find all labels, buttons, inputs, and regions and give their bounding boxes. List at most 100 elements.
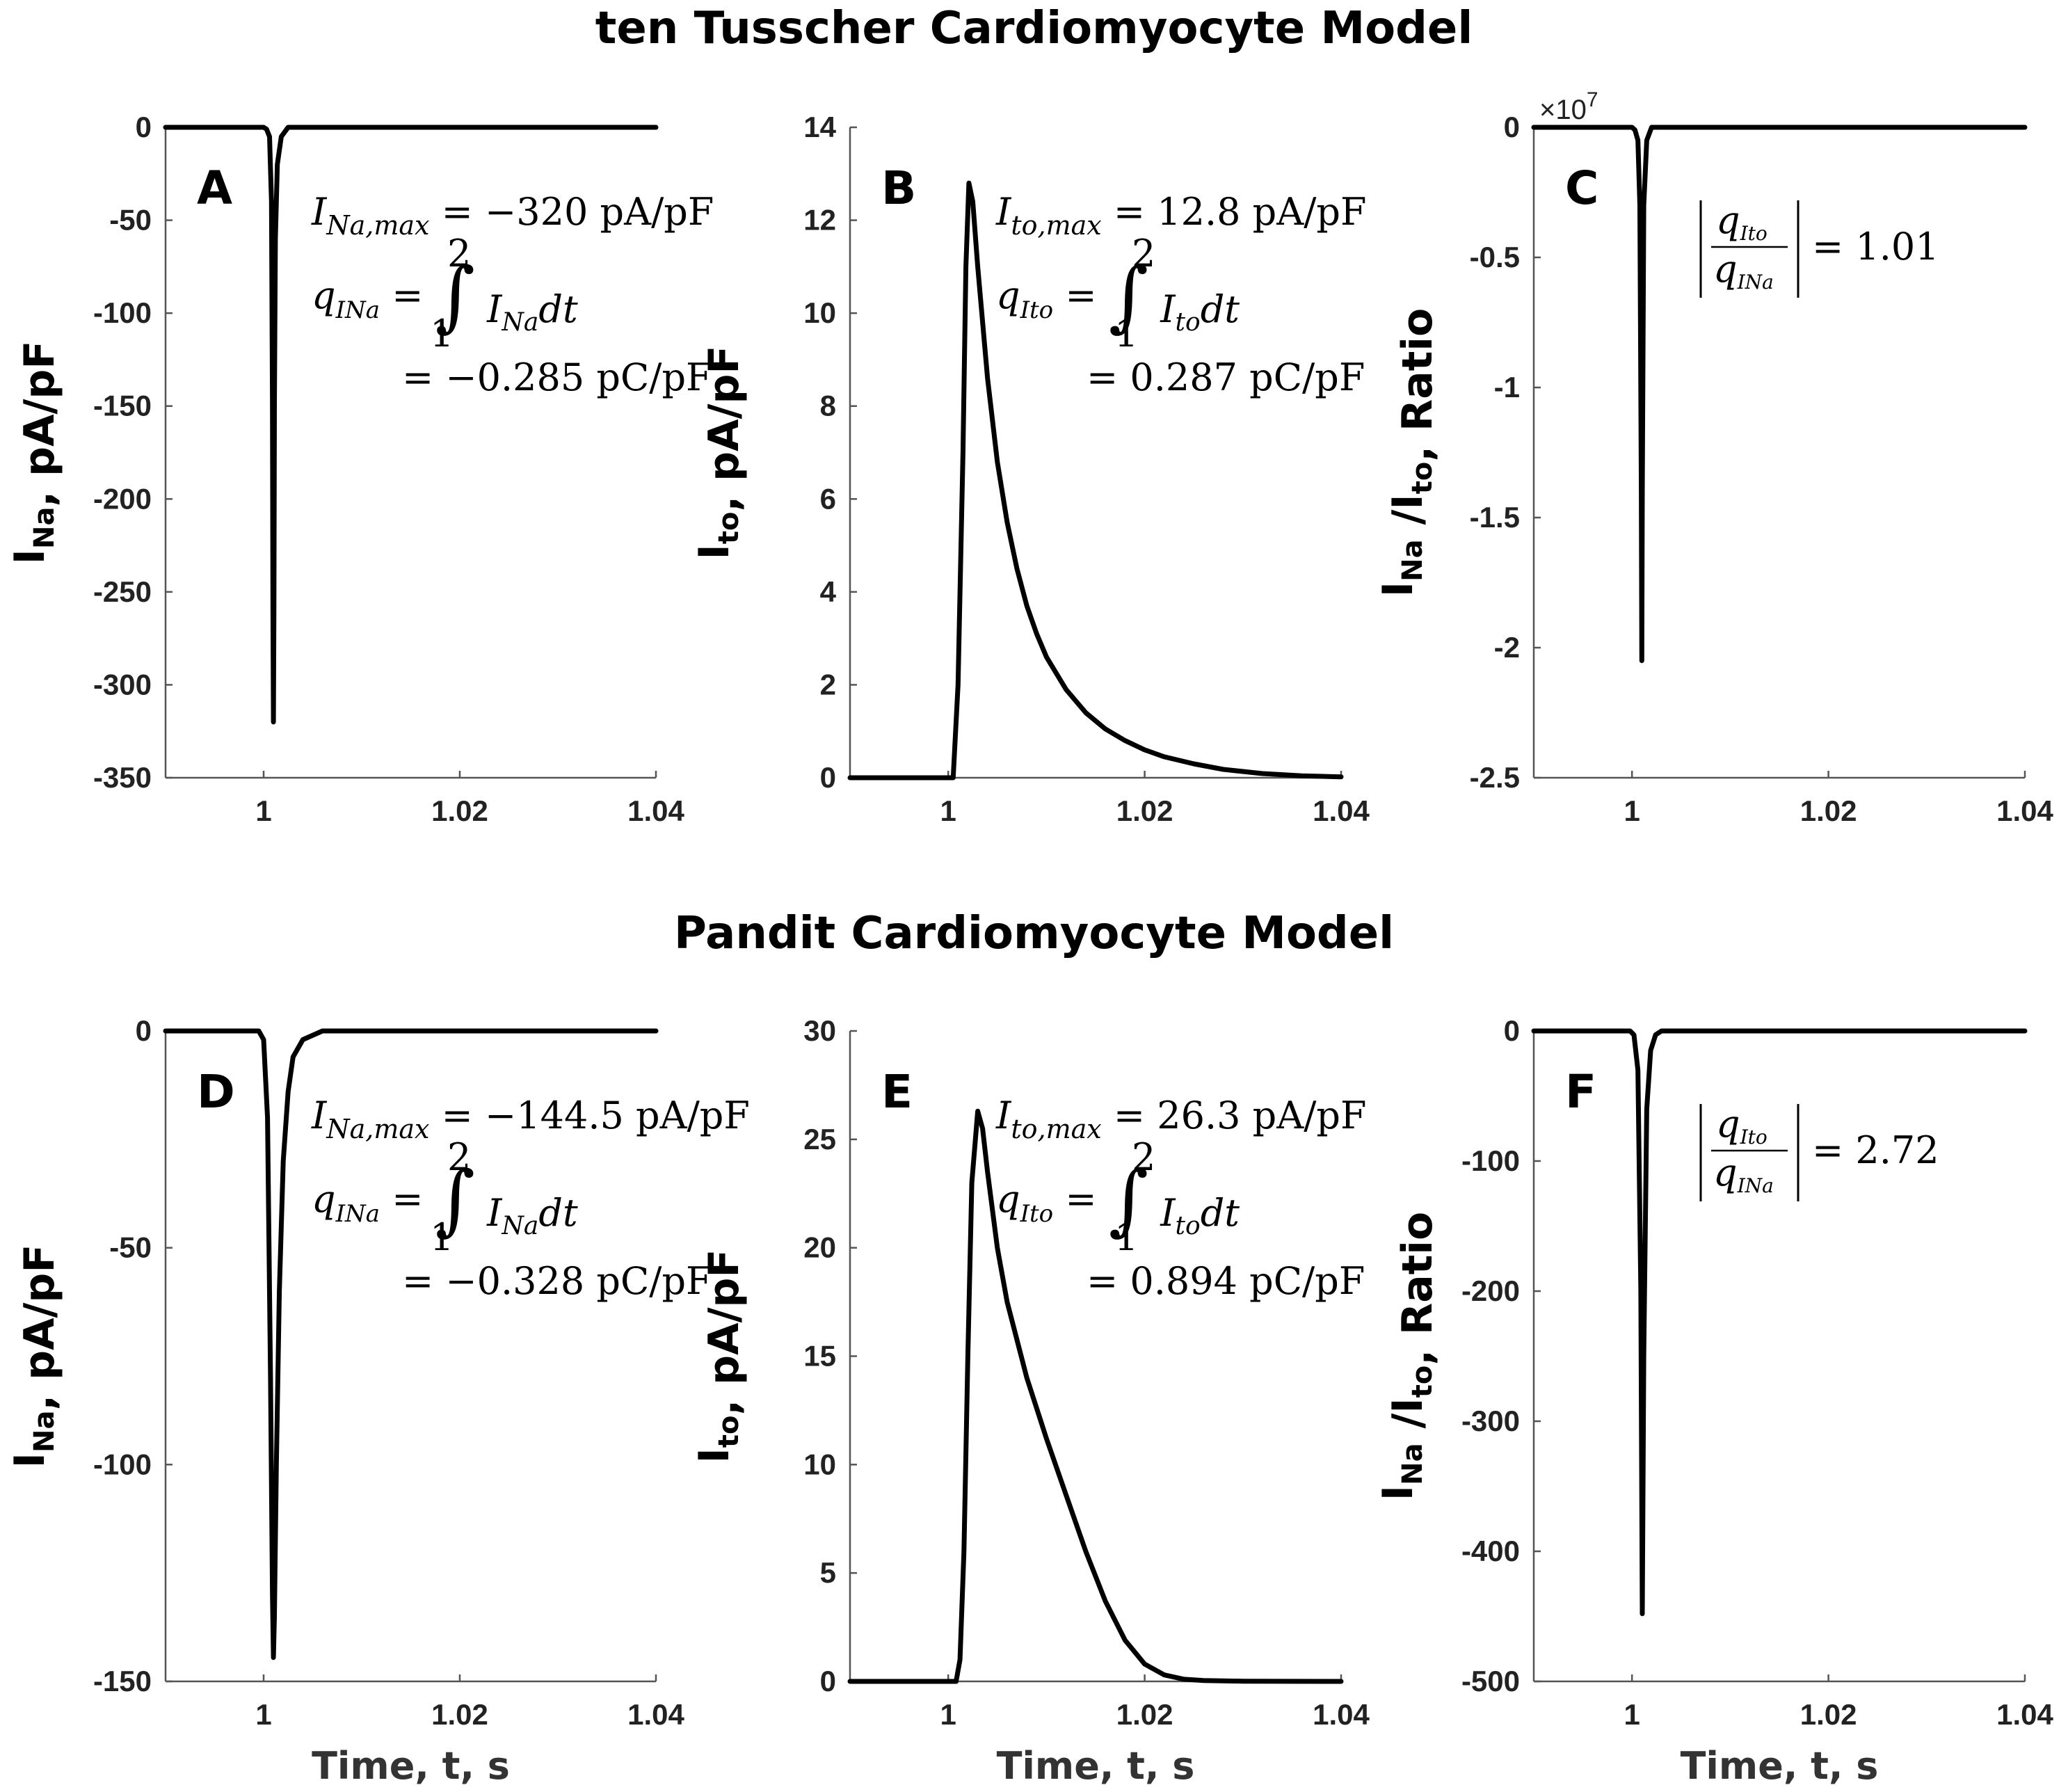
y-axis-label: INa, pA/pF	[6, 1245, 64, 1469]
y-tick-label: 0	[820, 1665, 836, 1697]
fraction-denominator: qINa	[1713, 1151, 1774, 1197]
x-tick-label: 1.02	[431, 794, 488, 827]
integral-lower-limit: 1	[1114, 312, 1138, 355]
y-tick-label: -50	[109, 1231, 152, 1264]
x-axis-label: Time, t, s	[997, 1744, 1195, 1788]
y-axis-label: Ito, pA/pF	[690, 1249, 748, 1464]
y-tick-label: -1.5	[1470, 501, 1520, 534]
panel-letter: B	[881, 161, 916, 215]
y-tick-label: -500	[1461, 1665, 1520, 1697]
y-tick-label: -100	[1461, 1144, 1520, 1177]
y-tick-label: -100	[93, 1448, 152, 1480]
y-tick-label: 15	[803, 1340, 836, 1373]
fraction-numerator: qIto	[1716, 198, 1768, 245]
annotation-charge: = −0.328 pC/pF	[402, 1259, 712, 1303]
integral-upper-limit: 2	[1132, 1135, 1155, 1179]
y-tick-label: -2.5	[1470, 761, 1520, 794]
y-axis-label: INa /Ito, Ratio	[1374, 1212, 1442, 1501]
x-tick-label: 1.02	[1800, 794, 1857, 827]
y-tick-label: 0	[1504, 111, 1520, 143]
series-line	[1531, 1028, 2028, 1617]
x-tick-label: 1	[940, 794, 956, 827]
axis-exponent-label: ×107	[1539, 88, 1598, 125]
y-tick-label: -300	[1461, 1405, 1520, 1437]
y-tick-label: 30	[803, 1014, 836, 1047]
annotation-charge: = −0.285 pC/pF	[402, 355, 712, 399]
y-tick-label: -150	[93, 390, 152, 422]
y-tick-label: 12	[803, 204, 836, 237]
y-tick-label: 0	[820, 761, 836, 794]
x-tick-label: 1	[1624, 794, 1640, 827]
series-line	[847, 180, 1344, 781]
y-tick-label: -50	[109, 204, 152, 237]
chart-panel-f: 0 -100 -200 -300 -400 -500 1 1.02 1.04 F INa /Ito,…	[1374, 1014, 2054, 1788]
figure-title-top: ten Tusscher Cardiomyocyte Model	[595, 3, 1473, 54]
y-tick-label: 2	[820, 668, 836, 701]
panel-letter: C	[1565, 161, 1598, 215]
y-tick-label: 14	[803, 111, 836, 143]
integral-lower-limit: 1	[1114, 1215, 1138, 1259]
ratio-value: = 2.72	[1812, 1128, 1939, 1172]
chart-panel-c: 0 -0.5 -1 -1.5 -2 -2.5 1 1.02 1.04 ×107 C INa /Ito,…	[1374, 88, 2054, 827]
series-line	[163, 1028, 659, 1661]
y-tick-label: 6	[820, 482, 836, 515]
y-tick-label: -150	[93, 1665, 152, 1697]
y-tick-label: 0	[136, 1014, 152, 1047]
fraction-numerator: qIto	[1716, 1102, 1768, 1149]
x-tick-label: 1	[1624, 1698, 1640, 1731]
x-tick-label: 1.04	[1996, 794, 2053, 827]
integral-lower-limit: 1	[430, 1215, 454, 1259]
y-tick-label: 20	[803, 1231, 836, 1264]
annotation-peak: INa,max = −320 pA/pF	[311, 190, 714, 241]
y-tick-label: -200	[93, 482, 152, 515]
annotation-charge: = 0.894 pC/pF	[1087, 1259, 1365, 1303]
y-tick-label: -350	[93, 761, 152, 794]
annotation-integral: qINa = ∫ INadt	[312, 251, 578, 340]
integral-lower-limit: 1	[430, 312, 454, 355]
y-axis-label: INa, pA/pF	[6, 341, 64, 565]
y-tick-label: 10	[803, 1448, 836, 1480]
y-tick-label: 4	[820, 575, 837, 608]
annotation-integral: qIto = ∫ Itodt	[996, 1155, 1240, 1244]
y-tick-label: 10	[803, 296, 836, 329]
y-axis-label: Ito, pA/pF	[690, 346, 748, 560]
x-tick-label: 1.04	[627, 794, 684, 827]
y-axis-label: INa /Ito, Ratio	[1374, 308, 1442, 597]
y-tick-label: -0.5	[1470, 241, 1520, 273]
y-tick-label: -400	[1461, 1535, 1520, 1567]
figure-title-bottom: Pandit Cardiomyocyte Model	[673, 908, 1395, 959]
y-tick-label: -1	[1494, 371, 1520, 403]
y-tick-label: 0	[136, 111, 152, 143]
panel-letter: E	[881, 1065, 913, 1119]
x-axis-label: Time, t, s	[312, 1744, 510, 1788]
panel-letter: F	[1565, 1065, 1596, 1119]
x-tick-label: 1.02	[1116, 1698, 1173, 1731]
x-tick-label: 1.04	[1996, 1698, 2053, 1731]
panel-letter: D	[197, 1065, 235, 1119]
x-tick-label: 1.04	[1313, 1698, 1370, 1731]
integral-upper-limit: 2	[447, 1135, 471, 1179]
annotation-peak: Ito,max = 26.3 pA/pF	[995, 1094, 1366, 1144]
annotation-charge: = 0.287 pC/pF	[1087, 355, 1365, 399]
y-tick-label: -100	[93, 296, 152, 329]
chart-panel-e: 0 5 10 15 20 25 30 1 1.02 1.04 E Ito, pA/pF Time, t,…	[690, 1014, 1370, 1788]
chart-panel-d: 0 -50 -100 -150 1 1.02 1.04 D INa, pA/pF Time, t,…	[6, 1014, 750, 1788]
y-tick-label: 25	[803, 1123, 836, 1155]
panel-letter: A	[197, 161, 232, 215]
y-tick-label: -300	[93, 668, 152, 701]
x-tick-label: 1	[255, 794, 271, 827]
x-tick-label: 1.04	[627, 1698, 684, 1731]
y-tick-label: 5	[820, 1556, 836, 1589]
y-tick-label: -200	[1461, 1274, 1520, 1307]
y-tick-label: 8	[820, 390, 836, 422]
annotation-peak: INa,max = −144.5 pA/pF	[311, 1094, 750, 1144]
x-tick-label: 1.02	[431, 1698, 488, 1731]
x-axis-label: Time, t, s	[1681, 1744, 1879, 1788]
annotation-peak: Ito,max = 12.8 pA/pF	[995, 190, 1366, 241]
fraction-denominator: qINa	[1713, 247, 1774, 294]
